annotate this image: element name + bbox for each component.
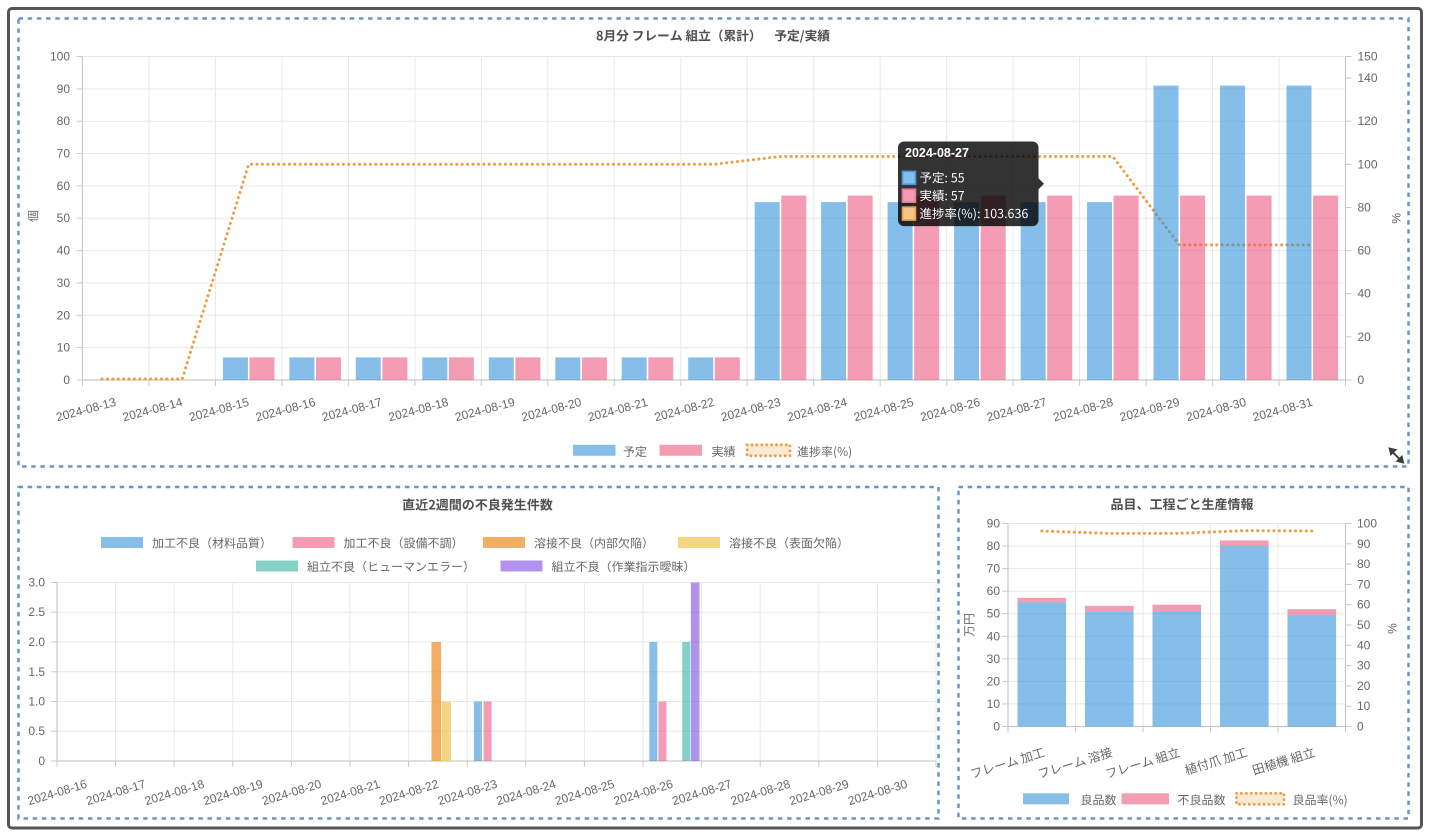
svg-text:100: 100 <box>1357 517 1377 531</box>
svg-text:30: 30 <box>57 276 71 290</box>
svg-text:80: 80 <box>987 539 1001 553</box>
svg-text:40: 40 <box>1357 638 1371 652</box>
svg-text:2024-08-20: 2024-08-20 <box>260 777 323 808</box>
svg-text:20: 20 <box>1357 679 1371 693</box>
svg-text:2024-08-18: 2024-08-18 <box>387 395 450 424</box>
svg-text:40: 40 <box>1358 287 1372 301</box>
svg-text:2024-08-25: 2024-08-25 <box>852 395 915 424</box>
svg-text:70: 70 <box>1357 577 1371 591</box>
svg-text:2024-08-21: 2024-08-21 <box>319 777 382 808</box>
svg-text:0: 0 <box>1358 373 1365 387</box>
svg-text:60: 60 <box>57 179 71 193</box>
svg-text:2024-08-22: 2024-08-22 <box>653 395 716 424</box>
svg-text:0: 0 <box>1357 720 1364 734</box>
svg-text:1.5: 1.5 <box>28 665 45 679</box>
svg-text:10: 10 <box>1357 699 1371 713</box>
svg-text:60: 60 <box>1357 598 1371 612</box>
svg-text:1.0: 1.0 <box>28 695 45 709</box>
svg-text:2024-08-19: 2024-08-19 <box>453 395 516 424</box>
svg-text:2024-08-27: 2024-08-27 <box>985 395 1048 424</box>
svg-text:60: 60 <box>987 584 1001 598</box>
svg-text:2024-08-27: 2024-08-27 <box>905 146 969 160</box>
svg-text:90: 90 <box>57 82 71 96</box>
svg-text:3.0: 3.0 <box>28 576 45 590</box>
svg-text:2024-08-13: 2024-08-13 <box>55 395 118 424</box>
svg-text:2.0: 2.0 <box>28 635 45 649</box>
svg-text:30: 30 <box>1357 659 1371 673</box>
svg-text:2024-08-15: 2024-08-15 <box>188 395 251 424</box>
svg-text:80: 80 <box>1358 201 1372 215</box>
svg-text:2024-08-17: 2024-08-17 <box>84 777 147 808</box>
svg-text:2024-08-29: 2024-08-29 <box>1118 395 1181 424</box>
svg-text:100: 100 <box>1358 157 1378 171</box>
svg-text:80: 80 <box>1357 557 1371 571</box>
svg-text:140: 140 <box>1358 71 1378 85</box>
svg-text:2024-08-23: 2024-08-23 <box>719 395 782 424</box>
svg-text:2024-08-26: 2024-08-26 <box>612 777 675 808</box>
svg-text:100: 100 <box>50 50 70 64</box>
svg-text:50: 50 <box>1357 618 1371 632</box>
svg-text:2024-08-25: 2024-08-25 <box>553 777 616 808</box>
svg-text:2024-08-21: 2024-08-21 <box>586 395 649 424</box>
svg-text:2024-08-31: 2024-08-31 <box>1251 395 1314 424</box>
svg-text:90: 90 <box>987 517 1001 531</box>
svg-text:80: 80 <box>57 114 71 128</box>
svg-text:2024-08-22: 2024-08-22 <box>377 777 440 808</box>
svg-text:20: 20 <box>987 674 1001 688</box>
svg-text:30: 30 <box>987 652 1001 666</box>
svg-text:2024-08-16: 2024-08-16 <box>254 395 317 424</box>
svg-text:2024-08-29: 2024-08-29 <box>788 777 851 808</box>
svg-text:0: 0 <box>38 754 45 768</box>
svg-text:2024-08-27: 2024-08-27 <box>670 777 733 808</box>
svg-text:0: 0 <box>63 373 70 387</box>
svg-text:2024-08-17: 2024-08-17 <box>320 395 383 424</box>
svg-text:40: 40 <box>987 629 1001 643</box>
svg-text:150: 150 <box>1358 50 1378 64</box>
svg-text:2024-08-18: 2024-08-18 <box>143 777 206 808</box>
svg-text:70: 70 <box>987 562 1001 576</box>
svg-text:2024-08-28: 2024-08-28 <box>729 777 792 808</box>
svg-text:10: 10 <box>987 697 1001 711</box>
svg-text:20: 20 <box>57 308 71 322</box>
svg-text:2.5: 2.5 <box>28 605 45 619</box>
svg-text:40: 40 <box>57 244 71 258</box>
svg-text:2024-08-26: 2024-08-26 <box>919 395 982 424</box>
svg-text:2024-08-30: 2024-08-30 <box>1185 395 1248 424</box>
svg-text:%: % <box>1385 623 1399 634</box>
svg-text:60: 60 <box>1358 244 1372 258</box>
svg-text:50: 50 <box>987 607 1001 621</box>
svg-text:2024-08-20: 2024-08-20 <box>520 395 583 424</box>
svg-text:0: 0 <box>993 720 1000 734</box>
svg-text:90: 90 <box>1357 537 1371 551</box>
svg-text:2024-08-23: 2024-08-23 <box>436 777 499 808</box>
svg-text:50: 50 <box>57 211 71 225</box>
svg-text:2024-08-24: 2024-08-24 <box>786 395 849 424</box>
svg-text:20: 20 <box>1358 330 1372 344</box>
svg-text:2024-08-24: 2024-08-24 <box>495 777 558 808</box>
svg-text:2024-08-19: 2024-08-19 <box>202 777 265 808</box>
svg-text:120: 120 <box>1358 114 1378 128</box>
svg-text:2024-08-30: 2024-08-30 <box>846 777 909 808</box>
svg-text:2024-08-28: 2024-08-28 <box>1052 395 1115 424</box>
svg-text:2024-08-14: 2024-08-14 <box>121 395 184 424</box>
svg-text:10: 10 <box>57 341 71 355</box>
svg-text:%: % <box>1389 213 1403 224</box>
svg-text:0.5: 0.5 <box>28 724 45 738</box>
svg-text:2024-08-16: 2024-08-16 <box>26 777 89 808</box>
svg-text:70: 70 <box>57 147 71 161</box>
